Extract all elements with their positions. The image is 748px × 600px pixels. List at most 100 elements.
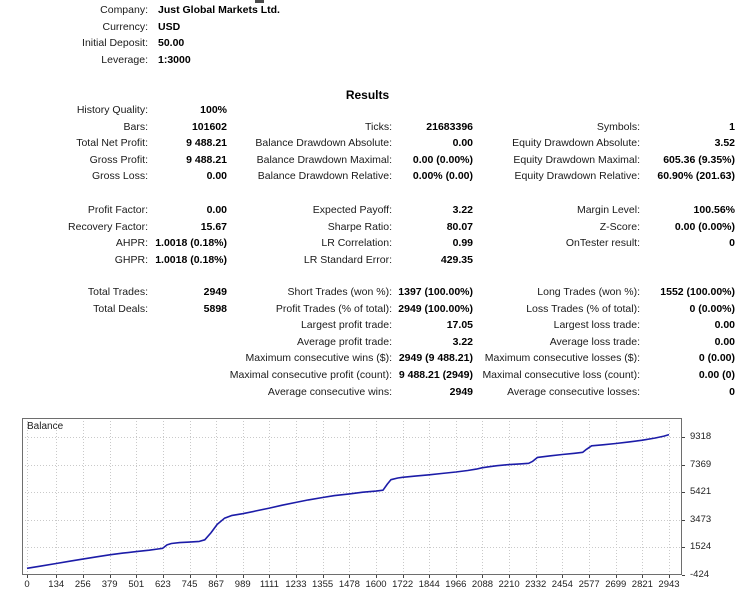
stat-label: Loss Trades (% of total): xyxy=(526,302,640,315)
stat-label: GHPR: xyxy=(114,253,148,266)
header-row: Leverage: 1:3000 xyxy=(0,52,748,69)
stat-value: 1.0018 (0.18%) xyxy=(155,253,227,266)
stat-label: Maximum consecutive losses ($): xyxy=(484,352,640,365)
x-axis-label: 1722 xyxy=(392,579,414,590)
stat-value: 2949 xyxy=(203,286,227,298)
stat-value: 9 488.21 xyxy=(186,137,227,150)
stat-label: OnTester result: xyxy=(565,237,640,250)
stat-value: 3.22 xyxy=(452,335,473,348)
stat-value: 2949 xyxy=(449,385,473,398)
stat-label: Total Trades: xyxy=(87,286,148,298)
x-axis-label: 1111 xyxy=(259,579,279,590)
stat-label: AHPR: xyxy=(115,237,148,250)
balance-line-series xyxy=(26,433,670,570)
y-axis-label: 7369 xyxy=(690,458,712,470)
stat-value: 2949 (9 488.21) xyxy=(398,352,473,365)
stat-value: 1397 (100.00%) xyxy=(398,286,473,298)
stat-label: Maximal consecutive loss (count): xyxy=(482,369,640,381)
x-axis-label: 256 xyxy=(74,579,91,590)
stat-label: Largest profit trade: xyxy=(300,319,392,332)
stat-value: 100% xyxy=(200,104,227,116)
stat-value: 0.00% (0.00) xyxy=(412,170,473,183)
stat-label: Gross Profit: xyxy=(89,153,148,166)
stat-value: 3.22 xyxy=(452,204,473,216)
stat-value: 15.67 xyxy=(200,220,227,233)
stat-value: 0.00 xyxy=(452,137,473,150)
stat-value: 101602 xyxy=(191,120,227,133)
x-axis-label: 2577 xyxy=(578,579,600,590)
header-value: Just Global Markets Ltd. xyxy=(158,4,280,16)
stat-value: 429.35 xyxy=(440,253,473,266)
stat-label: History Quality: xyxy=(76,104,148,116)
stat-label: Equity Drawdown Relative: xyxy=(514,170,640,183)
x-axis-label: 1233 xyxy=(285,579,307,590)
x-axis-label: 1478 xyxy=(338,579,360,590)
header-row: Currency: USD xyxy=(0,19,748,36)
balance-chart: Balance 9318 7369 5421 3473 1524 -424 0 134 256… xyxy=(22,418,748,600)
x-axis-label: 1844 xyxy=(418,579,440,590)
x-axis-label: 745 xyxy=(181,579,198,590)
stat-label: Balance Drawdown Absolute: xyxy=(255,137,392,150)
stat-label: Maximal consecutive profit (count): xyxy=(229,369,392,381)
stat-value: 0 xyxy=(729,237,735,250)
stat-label: Symbols: xyxy=(596,120,640,133)
stat-label: Total Net Profit: xyxy=(76,137,148,150)
stat-value: 1 xyxy=(729,120,735,133)
stat-value: 0.00 xyxy=(714,335,735,348)
header-label: Initial Deposit: xyxy=(82,37,148,50)
stat-value: 60.90% (201.63) xyxy=(657,170,735,183)
stat-value: 3.52 xyxy=(714,137,735,150)
chart-legend-balance: Balance xyxy=(27,421,64,432)
header-row: Initial Deposit: 50.00 xyxy=(0,35,748,52)
x-axis-label: 2210 xyxy=(498,579,520,590)
stat-label: Balance Drawdown Relative: xyxy=(257,170,392,183)
header-label: Currency: xyxy=(102,20,148,33)
stat-label: Bars: xyxy=(123,120,148,133)
stat-value: 0.00 xyxy=(714,319,735,332)
x-axis-label: 623 xyxy=(154,579,171,590)
header-value: USD xyxy=(158,20,181,33)
stat-label: Average loss trade: xyxy=(549,335,640,348)
stat-label: LR Standard Error: xyxy=(303,253,392,266)
stat-label: Sharpe Ratio: xyxy=(327,220,392,233)
stat-value: 0 (0.00) xyxy=(698,352,735,365)
stat-value: 17.05 xyxy=(446,319,473,332)
stat-label: Balance Drawdown Maximal: xyxy=(256,153,392,166)
stat-label: Equity Drawdown Absolute: xyxy=(512,137,640,150)
y-axis-label: 5421 xyxy=(690,486,712,498)
stat-value: 0.00 (0.00%) xyxy=(412,153,473,166)
stat-value: 21683396 xyxy=(426,120,473,133)
header-label: Company: xyxy=(100,4,148,16)
header-value: 1:3000 xyxy=(158,53,191,66)
stat-value: 5898 xyxy=(203,302,227,315)
x-axis-label: 2699 xyxy=(605,579,627,590)
y-axis-label: 1524 xyxy=(690,541,712,553)
stat-value: 100.56% xyxy=(693,204,735,216)
x-axis-label: 2943 xyxy=(658,579,680,590)
stat-value: 1.0018 (0.18%) xyxy=(155,237,227,250)
stat-value: 9 488.21 (2949) xyxy=(398,369,473,381)
x-axis-label: 0 xyxy=(24,579,30,590)
x-axis-label: 501 xyxy=(128,579,145,590)
stat-value: 0.99 xyxy=(452,237,473,250)
stat-value: 0 (0.00%) xyxy=(689,302,735,315)
x-axis-label: 2821 xyxy=(631,579,653,590)
stat-label: Recovery Factor: xyxy=(68,220,148,233)
stat-label: Profit Factor: xyxy=(87,204,148,216)
plot-border xyxy=(22,418,682,575)
stat-value: 0.00 (0) xyxy=(698,369,735,381)
stat-value: 9 488.21 xyxy=(186,153,227,166)
stat-label: Ticks: xyxy=(364,120,392,133)
stat-value: 0.00 xyxy=(206,170,227,183)
x-axis-label: 2332 xyxy=(525,579,547,590)
results-heading: Results xyxy=(345,88,390,102)
stat-label: Total Deals: xyxy=(93,302,148,315)
stat-label: Maximum consecutive wins ($): xyxy=(245,352,392,365)
stat-value: 80.07 xyxy=(446,220,473,233)
stat-label: Gross Loss: xyxy=(91,170,148,183)
stat-label: Average consecutive losses: xyxy=(507,385,640,398)
stat-label: Short Trades (won %): xyxy=(287,286,392,298)
x-axis-label: 134 xyxy=(48,579,65,590)
stat-label: Average consecutive wins: xyxy=(267,385,392,398)
